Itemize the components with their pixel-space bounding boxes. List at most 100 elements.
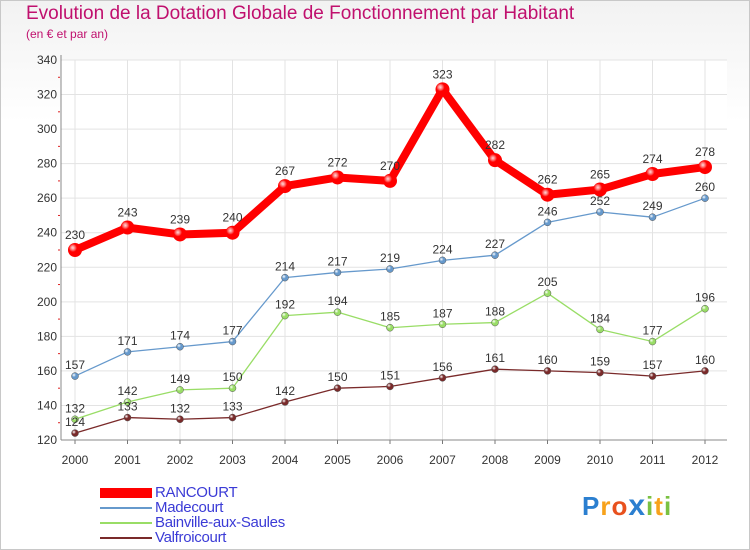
logo-letter: x [628,489,647,522]
data-point-0 [68,243,82,257]
legend-item: Madecourt [100,499,360,516]
data-label-3: 150 [327,370,347,384]
data-point-1 [176,342,184,351]
data-label-3: 132 [170,401,190,415]
data-label-2: 142 [117,384,137,398]
data-point-3 [228,413,237,422]
legend-item: RANCOURT [100,484,360,501]
x-tick-label: 2011 [640,453,666,467]
data-point-2 [438,320,447,329]
proxiti-logo: Proxiti [582,489,672,523]
data-label-2: 205 [537,275,557,289]
x-tick-label: 2002 [167,453,194,467]
legend-swatch [100,507,152,509]
data-point-3 [123,413,132,422]
data-label-0: 243 [117,206,137,220]
data-label-1: 174 [170,329,190,343]
data-label-1: 157 [65,358,85,372]
data-label-2: 150 [222,370,242,384]
data-point-1 [281,273,289,282]
data-point-1 [491,251,499,259]
data-label-2: 188 [485,305,505,319]
data-point-0 [120,220,135,235]
data-label-0: 262 [537,173,557,187]
data-point-3 [281,398,289,406]
data-point-2 [543,289,552,297]
logo-letter: t [654,491,664,521]
data-label-2: 194 [327,294,347,308]
data-label-2: 184 [590,311,610,325]
data-point-2 [701,304,709,313]
legend-label: Valfroicourt [155,529,227,546]
y-tick-label: 220 [37,260,57,274]
legend-label: Bainville-aux-Saules [155,514,285,531]
data-point-1 [596,208,604,216]
y-tick-label: 280 [37,157,57,171]
data-label-3: 159 [590,355,610,369]
data-point-0 [488,153,502,168]
data-label-1: 177 [222,324,242,338]
legend-swatch [100,488,152,498]
y-tick-label: 120 [37,433,57,447]
data-label-2: 132 [65,401,85,415]
x-tick-label: 2006 [377,453,404,467]
y-tick-label: 320 [37,88,57,102]
data-point-0 [435,82,450,97]
data-label-0: 239 [170,212,190,226]
data-point-0 [698,160,712,175]
data-label-3: 160 [695,353,715,367]
legend-label: Madecourt [155,499,224,516]
legend-label: RANCOURT [155,484,238,501]
data-point-2 [596,325,604,334]
data-point-3 [71,429,79,437]
x-tick-label: 2005 [324,453,351,467]
data-point-2 [491,318,499,327]
data-point-2 [648,337,657,346]
data-label-3: 151 [380,368,400,382]
data-label-0: 282 [485,138,505,152]
data-label-3: 142 [275,384,295,398]
logo-letter: r [600,491,612,521]
data-label-0: 272 [327,155,347,169]
y-tick-label: 300 [37,122,57,136]
y-tick-label: 140 [37,398,57,412]
data-point-1 [543,218,552,227]
data-label-3: 157 [642,358,662,372]
data-label-3: 160 [537,353,557,367]
data-point-3 [543,367,552,375]
data-point-2 [71,415,79,424]
data-point-3 [176,415,184,424]
legend-item: Valfroicourt [100,529,360,546]
x-tick-label: 2010 [587,453,614,467]
data-label-2: 192 [275,298,295,312]
logo-letter: P [582,491,601,521]
legend-swatch [100,537,152,539]
data-label-2: 196 [695,291,715,305]
chart-title: Evolution de la Dotation Globale de Fonc… [26,3,575,24]
data-point-0 [645,167,660,181]
x-tick-label: 2007 [429,453,456,467]
plot-area [61,60,727,440]
data-point-1 [333,268,342,277]
x-tick-label: 2012 [692,453,719,467]
data-point-0 [278,179,292,194]
data-label-1: 260 [695,180,715,194]
data-label-1: 217 [327,254,347,268]
x-tick-label: 2008 [482,453,509,467]
x-tick-label: 2000 [62,453,89,467]
data-label-0: 278 [695,145,715,159]
data-point-2 [228,384,237,392]
data-label-3: 133 [222,400,242,414]
data-point-0 [540,187,555,202]
data-label-3: 133 [117,400,137,414]
data-point-0 [225,225,240,240]
data-point-1 [648,213,657,221]
data-label-0: 265 [590,168,610,182]
logo-letter: i [663,491,673,521]
data-label-0: 267 [275,164,295,178]
data-point-2 [333,308,342,316]
data-point-1 [701,194,709,202]
data-point-3 [596,368,604,377]
data-point-0 [593,182,607,197]
